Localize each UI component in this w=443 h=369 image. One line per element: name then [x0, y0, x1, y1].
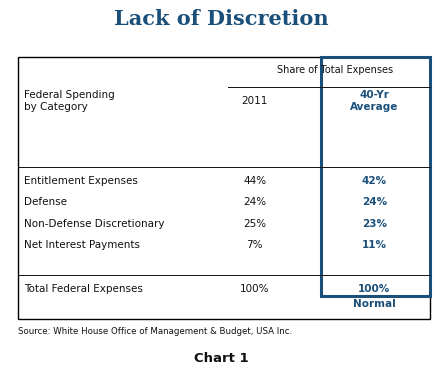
Text: Lack of Discretion: Lack of Discretion	[114, 9, 329, 29]
Text: 24%: 24%	[243, 197, 266, 207]
Text: 44%: 44%	[243, 176, 266, 186]
Text: 23%: 23%	[362, 219, 387, 229]
Text: 24%: 24%	[362, 197, 387, 207]
Bar	[18, 57, 430, 319]
Text: 11%: 11%	[362, 240, 387, 250]
Text: 100%: 100%	[358, 284, 390, 294]
Bar	[321, 57, 430, 296]
Text: Source: White House Office of Management & Budget, USA Inc.: Source: White House Office of Management…	[18, 327, 292, 336]
Text: Total Federal Expenses: Total Federal Expenses	[24, 284, 143, 294]
Text: 25%: 25%	[243, 219, 266, 229]
Text: Share of Total Expenses: Share of Total Expenses	[277, 65, 393, 75]
Text: Normal: Normal	[353, 299, 396, 309]
Text: 40-Yr
Average: 40-Yr Average	[350, 90, 399, 112]
Text: 100%: 100%	[240, 284, 269, 294]
Text: Chart 1: Chart 1	[194, 352, 249, 365]
Text: Net Interest Payments: Net Interest Payments	[24, 240, 140, 250]
Text: 7%: 7%	[246, 240, 263, 250]
Text: Non-Defense Discretionary: Non-Defense Discretionary	[24, 219, 165, 229]
Text: 2011: 2011	[241, 96, 268, 106]
Text: 42%: 42%	[362, 176, 387, 186]
Text: Defense: Defense	[24, 197, 67, 207]
Text: Federal Spending
by Category: Federal Spending by Category	[24, 90, 115, 112]
Text: Entitlement Expenses: Entitlement Expenses	[24, 176, 138, 186]
